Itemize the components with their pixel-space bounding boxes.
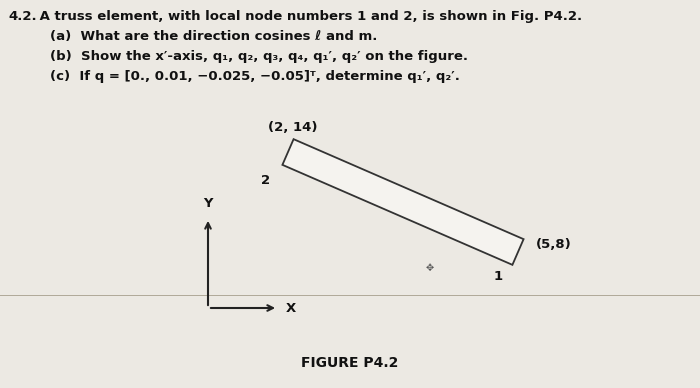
Text: (b)  Show the x′-axis, q₁, q₂, q₃, q₄, q₁′, q₂′ on the figure.: (b) Show the x′-axis, q₁, q₂, q₃, q₄, q₁… xyxy=(50,50,468,63)
Text: 4.2.: 4.2. xyxy=(8,10,36,23)
Text: (2, 14): (2, 14) xyxy=(268,121,318,134)
Text: A truss element, with local node numbers 1 and 2, is shown in Fig. P4.2.: A truss element, with local node numbers… xyxy=(35,10,582,23)
Text: 1: 1 xyxy=(494,270,503,283)
Text: X: X xyxy=(286,301,296,315)
Text: Y: Y xyxy=(203,197,213,210)
Text: (a)  What are the direction cosines ℓ and m.: (a) What are the direction cosines ℓ and… xyxy=(50,30,377,43)
Text: FIGURE P4.2: FIGURE P4.2 xyxy=(301,356,399,370)
Text: 2: 2 xyxy=(261,174,271,187)
Polygon shape xyxy=(282,139,524,265)
Text: (5,8): (5,8) xyxy=(536,237,572,251)
Text: ✥: ✥ xyxy=(426,263,434,273)
Text: (c)  If q = [0., 0.01, −0.025, −0.05]ᵀ, determine q₁′, q₂′.: (c) If q = [0., 0.01, −0.025, −0.05]ᵀ, d… xyxy=(50,70,460,83)
